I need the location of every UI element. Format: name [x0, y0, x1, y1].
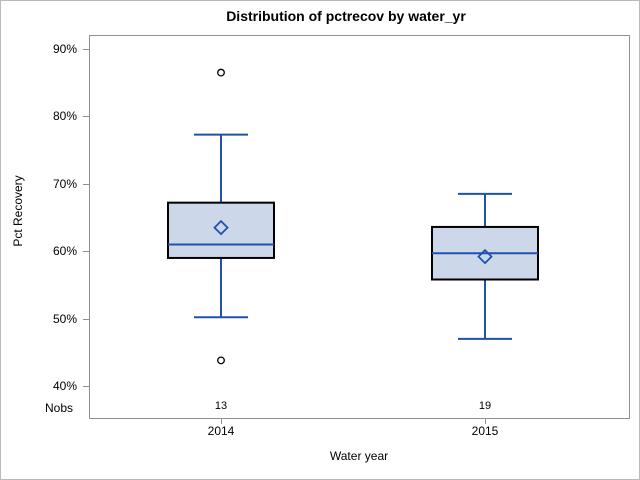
nobs-value: 19	[478, 400, 492, 412]
y-tick-label: 70%	[52, 177, 77, 191]
x-tick-label: 2015	[471, 424, 499, 438]
plot-frame	[89, 35, 630, 419]
x-axis-title: Water year	[329, 449, 389, 463]
x-tick-label: 2014	[207, 424, 235, 438]
y-tick-label: 80%	[52, 109, 77, 123]
y-tick-label: 90%	[52, 42, 77, 56]
chart-title: Distribution of pctrecov by water_yr	[226, 8, 466, 24]
nobs-row-label: Nobs	[44, 401, 73, 415]
mean-diamond	[477, 248, 493, 265]
y-tick-label: 50%	[52, 312, 77, 326]
nobs-value: 13	[214, 400, 228, 412]
outlier-point	[217, 68, 225, 77]
iqr-box	[167, 201, 275, 259]
y-tick-label: 40%	[52, 379, 77, 393]
outlier-point	[217, 356, 225, 365]
mean-diamond	[213, 219, 229, 236]
y-tick-label: 60%	[52, 244, 77, 258]
